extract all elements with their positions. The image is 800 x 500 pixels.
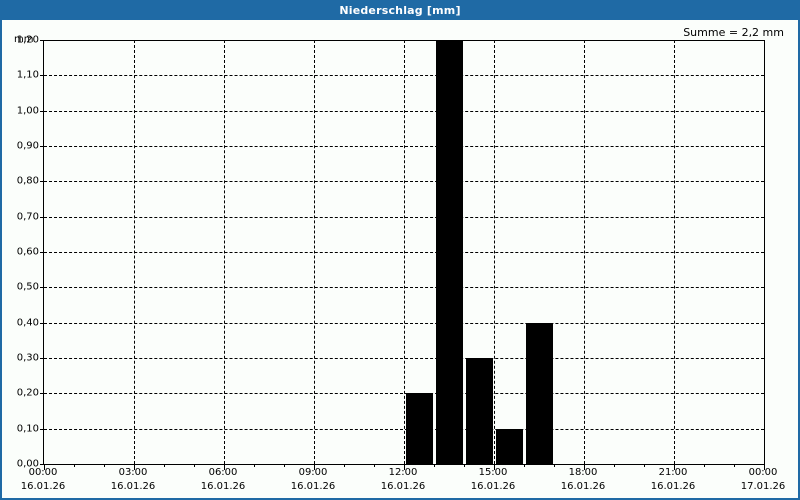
x-gridline [584,40,585,464]
y-tick-label: 1,20 [16,34,39,46]
y-tick-label: 1,00 [16,105,39,117]
bar[interactable] [495,428,523,464]
x-gridline [134,40,135,464]
x-tick-major [224,464,225,470]
bar[interactable] [435,40,463,464]
x-tick-time: 00:00 [748,467,778,478]
x-tick-minor [734,464,735,467]
plot-right-border [764,40,765,464]
x-tick-date: 16.01.26 [110,481,156,492]
x-gridline [404,40,405,464]
x-tick-major [44,464,45,470]
x-tick-label: 00:00 16.01.26 [3,466,83,494]
y-tick-mark [40,40,44,41]
x-tick-label: 21:00 16.01.26 [633,466,713,494]
y-tick-mark [40,252,44,253]
x-tick-minor [374,464,375,467]
x-tick-minor [104,464,105,467]
y-tick-mark [40,146,44,147]
x-tick-date: 16.01.26 [650,481,696,492]
x-gridline [494,40,495,464]
chart-canvas: Summe = 2,2 mm mm 1,20 1,10 1,00 0,90 0,80 0,… [2,20,798,498]
x-tick-date: 16.01.26 [470,481,516,492]
plot-area: 1,20 1,10 1,00 0,90 0,80 0,70 0,60 0,50 0,40 0,30… [17,35,765,470]
y-tick-label: 0,90 [16,140,39,152]
x-tick-date: 16.01.26 [380,481,426,492]
x-tick-date: 16.01.26 [560,481,606,492]
y-tick-mark [40,216,44,218]
window-title: Niederschlag [mm] [2,2,798,20]
y-tick-mark [40,181,44,183]
x-tick-label: 09:00 16.01.26 [273,466,353,494]
x-tick-time: 09:00 [298,467,328,478]
x-tick-minor [704,464,705,467]
x-tick-time: 18:00 [568,467,598,478]
y-tick-label: 0,60 [16,246,39,258]
x-tick-major [584,464,585,470]
y-axis-unit-label: mm [14,34,34,45]
x-tick-minor [464,464,465,467]
y-tick-mark [40,322,44,324]
y-tick-label: 0,80 [16,175,39,187]
x-tick-minor [644,464,645,467]
y-tick-label: 0,20 [16,387,39,399]
bar[interactable] [525,322,553,464]
x-tick-major [764,464,765,470]
x-tick-label: 15:00 16.01.26 [453,466,533,494]
y-tick-mark [40,358,44,359]
y-tick-mark [40,393,44,395]
y-tick-mark [40,75,44,77]
x-gridline [224,40,225,464]
x-tick-time: 21:00 [658,467,688,478]
x-tick-date: 16.01.26 [20,481,66,492]
y-tick-label: 0,30 [16,352,39,364]
x-axis-labels: 00:00 16.01.26 03:00 16.01.26 06:00 16.01.26 0… [21,466,786,498]
y-tick-label: 0,50 [16,281,39,293]
x-tick-time: 12:00 [388,467,418,478]
y-tick-mark [40,110,44,112]
x-tick-label: 03:00 16.01.26 [93,466,173,494]
x-tick-minor [614,464,615,467]
x-gridline [314,40,315,464]
x-tick-minor [194,464,195,467]
y-tick-mark [40,428,44,430]
x-tick-minor [554,464,555,467]
x-tick-minor [344,464,345,467]
sum-annotation: Summe = 2,2 mm [683,26,784,39]
x-tick-minor [164,464,165,467]
x-tick-minor [284,464,285,467]
y-tick-label: 0,10 [16,423,39,435]
x-tick-date: 17.01.26 [740,481,786,492]
y-tick-mark [40,464,44,465]
x-tick-label: 18:00 16.01.26 [543,466,623,494]
x-tick-label: 00:00 17.01.26 [723,466,800,494]
x-tick-time: 15:00 [478,467,508,478]
x-gridline [674,40,675,464]
x-tick-date: 16.01.26 [200,481,246,492]
x-tick-minor [434,464,435,467]
bar[interactable] [405,393,433,464]
x-tick-time: 03:00 [118,467,148,478]
x-tick-minor [524,464,525,467]
x-tick-major [494,464,495,470]
x-tick-time: 06:00 [208,467,238,478]
y-tick-label: 1,10 [16,69,39,81]
x-tick-minor [254,464,255,467]
y-tick-label: 0,40 [16,317,39,329]
y-tick-label: 0,00 [16,458,39,470]
x-tick-major [314,464,315,470]
y-tick-mark [40,287,44,289]
x-tick-major [674,464,675,470]
x-tick-minor [74,464,75,467]
x-tick-label: 12:00 16.01.26 [363,466,443,494]
x-tick-major [404,464,405,470]
y-tick-label: 0,70 [16,211,39,223]
x-tick-date: 16.01.26 [290,481,336,492]
bar[interactable] [465,358,493,464]
x-tick-major [134,464,135,470]
x-tick-time: 00:00 [28,467,58,478]
x-tick-label: 06:00 16.01.26 [183,466,263,494]
